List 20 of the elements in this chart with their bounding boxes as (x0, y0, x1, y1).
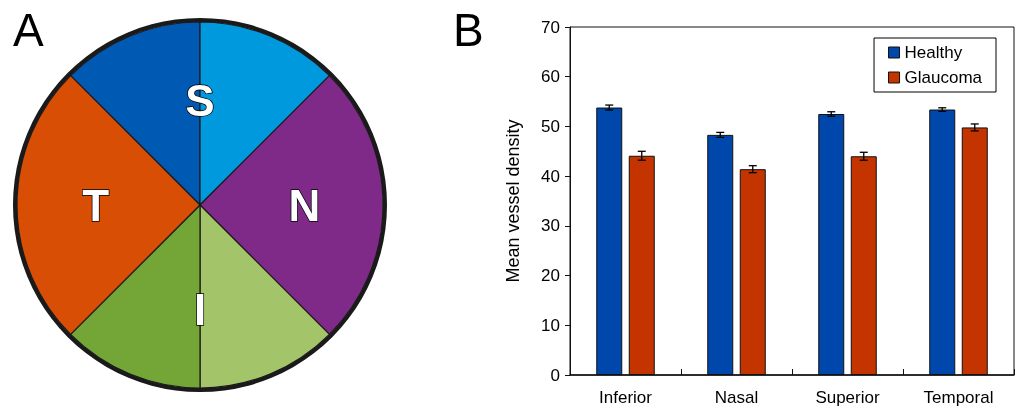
x-tick-label: Nasal (714, 388, 759, 407)
chart-title: B (453, 4, 484, 56)
slice-label: T (82, 180, 110, 230)
y-tick-label: 40 (541, 166, 560, 186)
y-tick-label: 70 (541, 17, 560, 37)
y-tick-label: 30 (541, 216, 560, 236)
x-tick-label: Inferior (599, 388, 653, 407)
y-tick-label: 0 (550, 365, 560, 385)
y-tick-label: 50 (541, 116, 560, 136)
x-tick-label: Temporal (923, 388, 994, 407)
y-tick-label: 60 (541, 67, 560, 87)
legend-label: Glaucoma (904, 68, 983, 87)
y-axis-title: Mean vessel density (503, 119, 523, 283)
slice-label: S (185, 76, 215, 126)
x-tick-label: Superior (815, 388, 880, 407)
slice-label: N (288, 180, 321, 230)
y-tick-label: 10 (541, 315, 560, 335)
legend-label: Healthy (904, 43, 963, 62)
chart-title: A (13, 4, 44, 56)
y-tick-label: 20 (541, 266, 560, 286)
